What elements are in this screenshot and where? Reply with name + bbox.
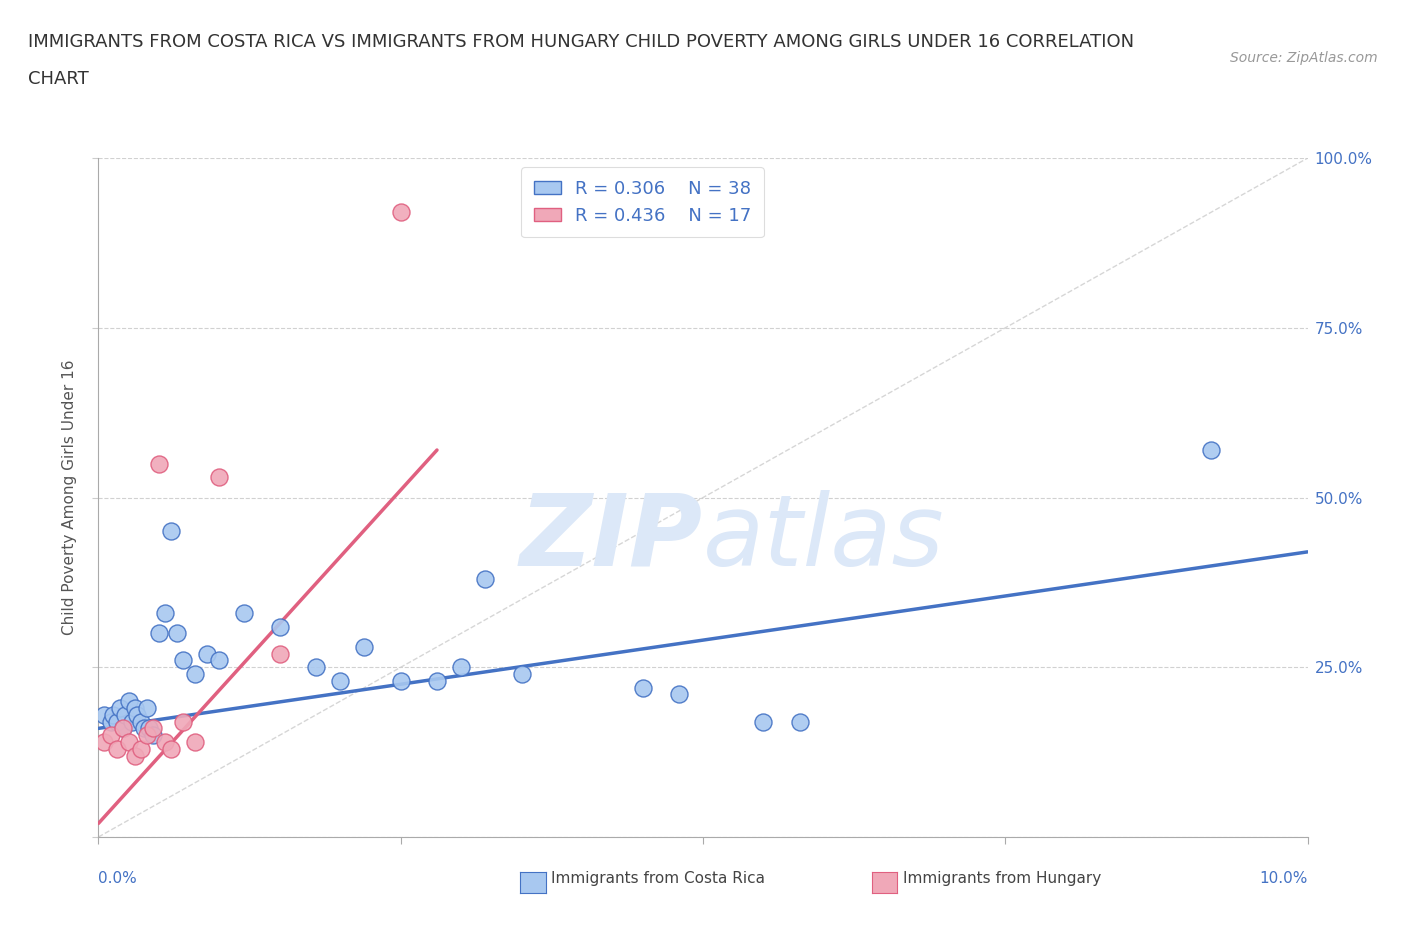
Point [232, 605, 254, 620]
Point [510, 667, 533, 682]
Point [153, 735, 176, 750]
Text: ZIP: ZIP [520, 490, 703, 587]
Y-axis label: Child Poverty Among Girls Under 16: Child Poverty Among Girls Under 16 [62, 360, 77, 635]
Point [148, 457, 170, 472]
Point [389, 205, 412, 219]
Point [160, 741, 183, 756]
Point [111, 721, 134, 736]
Text: 10.0%: 10.0% [1260, 871, 1308, 886]
Point [153, 605, 176, 620]
Point [105, 741, 128, 756]
Text: atlas: atlas [703, 490, 945, 587]
Point [138, 721, 160, 736]
Point [105, 714, 128, 729]
Point [752, 714, 775, 729]
Point [129, 741, 152, 756]
Point [118, 694, 141, 709]
Text: CHART: CHART [28, 70, 89, 87]
Point [184, 667, 207, 682]
Point [269, 646, 291, 661]
Point [118, 735, 141, 750]
Point [631, 680, 654, 695]
Point [269, 619, 291, 634]
Point [121, 714, 143, 729]
Text: Source: ZipAtlas.com: Source: ZipAtlas.com [1230, 51, 1378, 65]
Point [108, 700, 131, 715]
Point [305, 660, 328, 675]
Point [127, 708, 149, 723]
Point [353, 640, 375, 655]
Point [111, 721, 134, 736]
Point [93, 708, 115, 723]
Point [668, 687, 690, 702]
Point [184, 735, 207, 750]
Text: IMMIGRANTS FROM COSTA RICA VS IMMIGRANTS FROM HUNGARY CHILD POVERTY AMONG GIRLS : IMMIGRANTS FROM COSTA RICA VS IMMIGRANTS… [28, 33, 1135, 50]
Point [195, 646, 218, 661]
Point [124, 748, 146, 763]
Point [100, 727, 122, 742]
Text: Immigrants from Hungary: Immigrants from Hungary [903, 871, 1101, 886]
Point [129, 714, 152, 729]
Point [124, 700, 146, 715]
Point [172, 714, 194, 729]
Point [389, 673, 412, 688]
Point [426, 673, 449, 688]
Point [474, 572, 496, 587]
Point [100, 714, 122, 729]
Point [135, 700, 157, 715]
Point [166, 626, 188, 641]
Point [148, 626, 170, 641]
Point [1199, 443, 1222, 458]
Point [142, 727, 165, 742]
Point [208, 653, 231, 668]
Point [450, 660, 472, 675]
Text: 0.0%: 0.0% [98, 871, 138, 886]
Point [329, 673, 352, 688]
Point [114, 708, 136, 723]
Point [160, 525, 183, 539]
Point [135, 727, 157, 742]
Point [208, 470, 231, 485]
Point [789, 714, 811, 729]
Legend: R = 0.306    N = 38, R = 0.436    N = 17: R = 0.306 N = 38, R = 0.436 N = 17 [522, 167, 763, 237]
Point [134, 721, 156, 736]
Point [172, 653, 194, 668]
Point [101, 708, 124, 723]
Point [142, 721, 165, 736]
Text: Immigrants from Costa Rica: Immigrants from Costa Rica [551, 871, 765, 886]
Point [93, 735, 115, 750]
